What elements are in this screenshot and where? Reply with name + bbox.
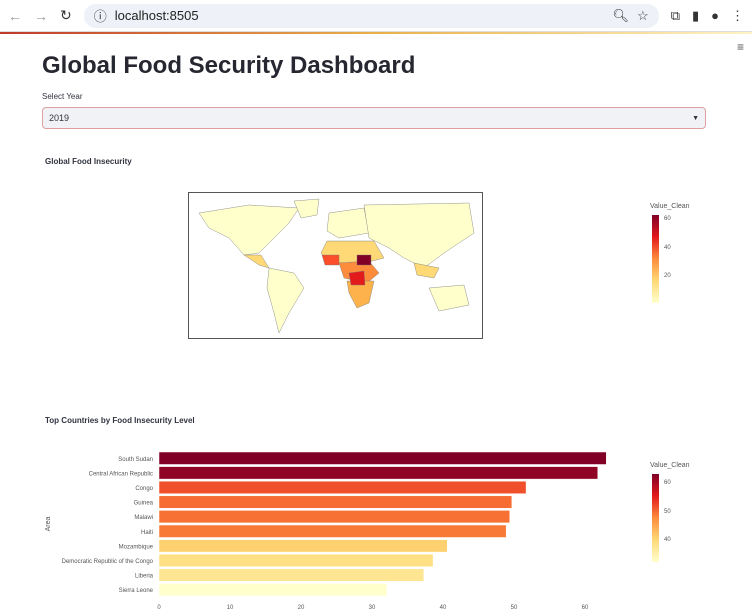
back-icon[interactable]: ← [8, 7, 22, 24]
greenland [293, 198, 320, 219]
west-africa [321, 254, 340, 266]
y-axis-label: Area [45, 517, 52, 532]
bar-colorbar: Value_Clean 60 50 40 [650, 462, 700, 572]
colorbar-tick: 20 [664, 273, 671, 279]
x-tick-label: 40 [440, 605, 447, 611]
more-icon[interactable]: ⋮ [731, 7, 744, 23]
x-tick-label: 0 [157, 605, 161, 611]
avatar[interactable]: ● [711, 8, 719, 23]
bar-category-label: Sierra Leone [119, 588, 154, 594]
info-icon[interactable]: ⓘ [93, 9, 107, 24]
colorbar-title: Value_Clean [650, 203, 690, 210]
map-colorbar: Value_Clean 60 40 20 [650, 203, 700, 313]
map-title: Global Food Insecurity [45, 157, 132, 166]
colorbar-tick: 40 [664, 537, 671, 543]
address-bar[interactable]: ⓘ localhost:8505 🔍︎ ☆ [83, 3, 659, 28]
zoom-icon[interactable]: 🔍︎ [612, 7, 630, 23]
europe [326, 207, 370, 239]
colorbar-tick: 50 [664, 509, 671, 515]
x-tick-label: 60 [582, 605, 589, 611]
reload-icon[interactable]: ↻ [60, 7, 72, 23]
x-tick-label: 30 [369, 605, 376, 611]
bar-category-label: Mozambique [119, 544, 154, 550]
extensions-icon[interactable]: ⧉ [670, 7, 680, 23]
year-select[interactable]: 2019 ▼ [42, 107, 706, 129]
colorbar-tick: 40 [664, 245, 671, 251]
chevron-down-icon: ▼ [692, 114, 699, 122]
x-tick-label: 50 [511, 605, 518, 611]
drc [348, 270, 366, 286]
bar [158, 480, 527, 494]
choropleth-map[interactable] [188, 192, 483, 339]
bar [158, 583, 388, 597]
select-year-label: Select Year [42, 92, 83, 101]
south-sudan [356, 254, 372, 266]
sidepanel-icon[interactable]: ▮ [691, 7, 700, 23]
bar [158, 524, 507, 538]
bar-chart: South Sudan Central African Republic Congo… [45, 451, 607, 611]
hamburger-menu-icon[interactable]: ≡ [736, 40, 744, 54]
bar [158, 568, 425, 582]
bar-category-label: Democratic Republic of the Congo [62, 559, 154, 565]
selected-year: 2019 [49, 113, 70, 123]
bar-category-label: Guinea [134, 501, 154, 507]
australia [428, 284, 470, 312]
colorbar-tick: 60 [664, 216, 671, 222]
browser-toolbar: ← → ↻ ⓘ localhost:8505 🔍︎ ☆ ⧉ ▮ ● ⋮ [0, 0, 752, 32]
bar [158, 553, 434, 567]
south-america [266, 267, 305, 334]
southeast-asia [413, 262, 440, 279]
url-text: localhost:8505 [114, 8, 199, 23]
bar [158, 539, 448, 553]
bar [158, 466, 599, 480]
bar-chart-title: Top Countries by Food Insecurity Level [45, 416, 195, 425]
forward-icon[interactable]: → [34, 7, 48, 24]
colorbar-tick: 60 [664, 480, 671, 486]
bar-category-label: Central African Republic [89, 471, 153, 477]
bar-category-label: Haiti [141, 530, 153, 536]
colorbar-gradient [652, 215, 659, 303]
bar-category-label: Liberia [135, 574, 154, 580]
north-america [198, 204, 300, 256]
bar-category-label: Malawi [134, 515, 153, 521]
central-america [243, 254, 270, 269]
colorbar-gradient [652, 474, 659, 562]
bar [158, 451, 607, 465]
bar-category-label: South Sudan [118, 457, 153, 463]
x-tick-label: 10 [227, 605, 234, 611]
page-title: Global Food Security Dashboard [42, 52, 416, 79]
colorbar-title: Value_Clean [650, 462, 690, 469]
southern-africa [346, 280, 375, 309]
bar [158, 510, 510, 524]
loading-bar [0, 32, 752, 34]
bar [158, 495, 513, 509]
x-tick-label: 20 [298, 605, 305, 611]
star-icon[interactable]: ☆ [637, 7, 649, 23]
bar-category-label: Congo [135, 486, 153, 492]
